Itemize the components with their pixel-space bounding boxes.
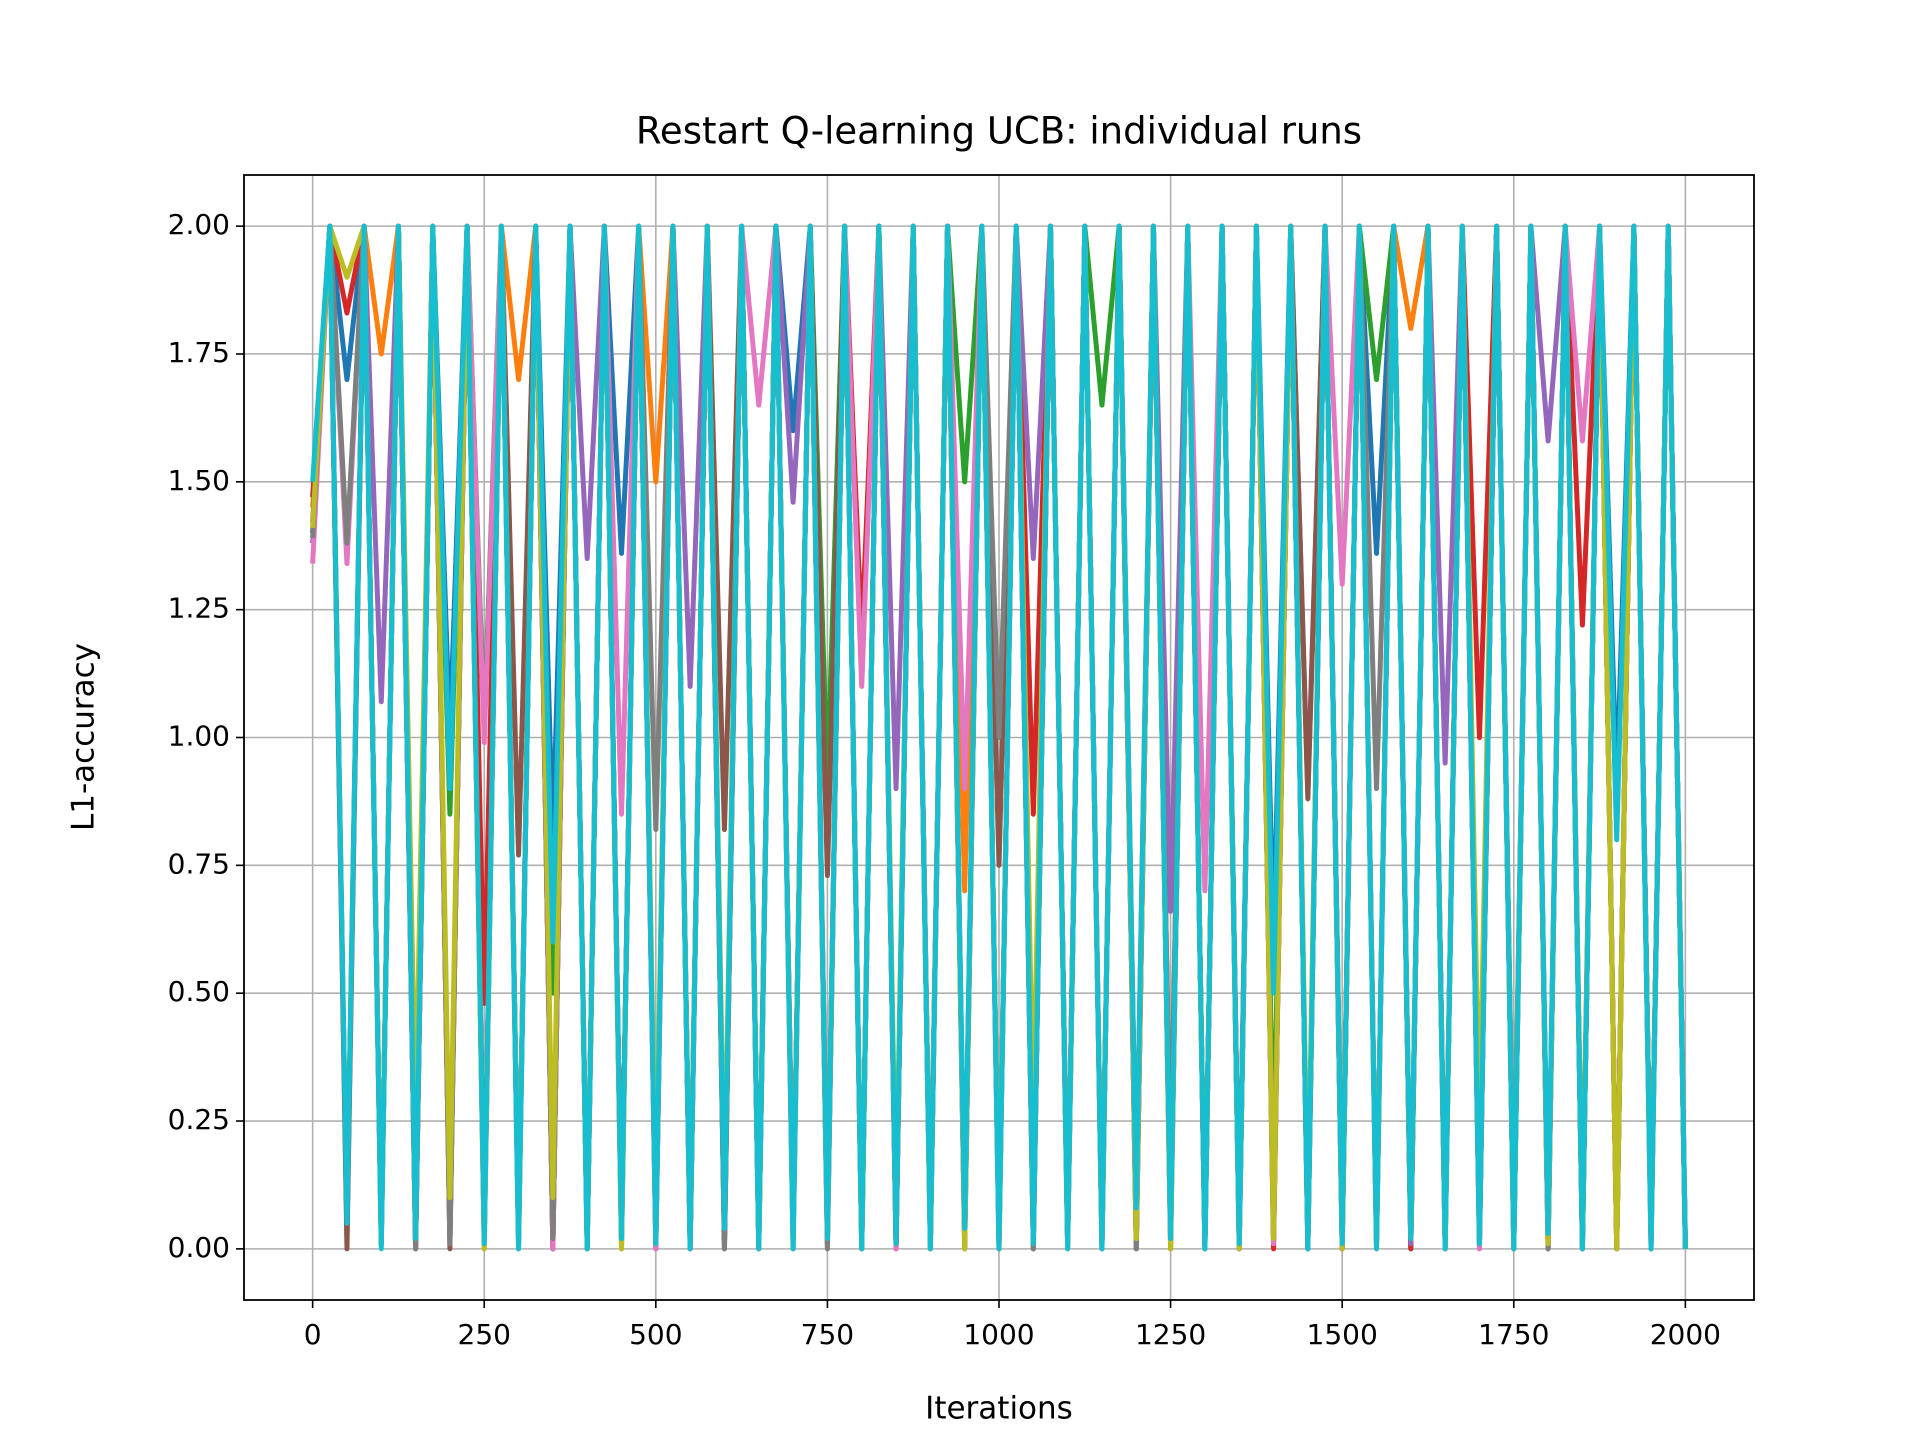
y-tick-label: 0.25	[168, 1103, 230, 1136]
axes-frame	[243, 174, 1755, 1301]
y-tick-label: 1.25	[168, 592, 230, 625]
x-tick-label: 0	[304, 1318, 322, 1351]
axes: 0 250 500 750 1000 1250 1500 1750 2000 0.00 0.25 0.…	[168, 174, 1755, 1351]
y-tick-label: 0.50	[168, 975, 230, 1008]
y-tick-label: 0.75	[168, 847, 230, 880]
x-tick-label: 750	[801, 1318, 854, 1351]
x-tick-label: 1000	[963, 1318, 1034, 1351]
x-tick-label: 1250	[1135, 1318, 1206, 1351]
y-tick-label: 2.00	[168, 208, 230, 241]
plot-area	[310, 223, 1688, 1252]
y-tick-label: 1.75	[168, 336, 230, 369]
y-tick-label: 1.00	[168, 720, 230, 753]
x-tick-label: 1750	[1478, 1318, 1549, 1351]
x-tick-label: 1500	[1307, 1318, 1378, 1351]
x-tick-label: 500	[629, 1318, 682, 1351]
x-tick-label: 2000	[1650, 1318, 1721, 1351]
y-axis-label: L1-accuracy	[66, 643, 102, 831]
y-tick-label: 1.50	[168, 464, 230, 497]
x-tick-label: 250	[458, 1318, 511, 1351]
x-axis-label: Iterations	[925, 1391, 1073, 1427]
chart-title: Restart Q-learning UCB: individual runs	[636, 110, 1362, 153]
series-line	[310, 223, 1688, 1252]
y-tick-label: 0.00	[168, 1231, 230, 1264]
